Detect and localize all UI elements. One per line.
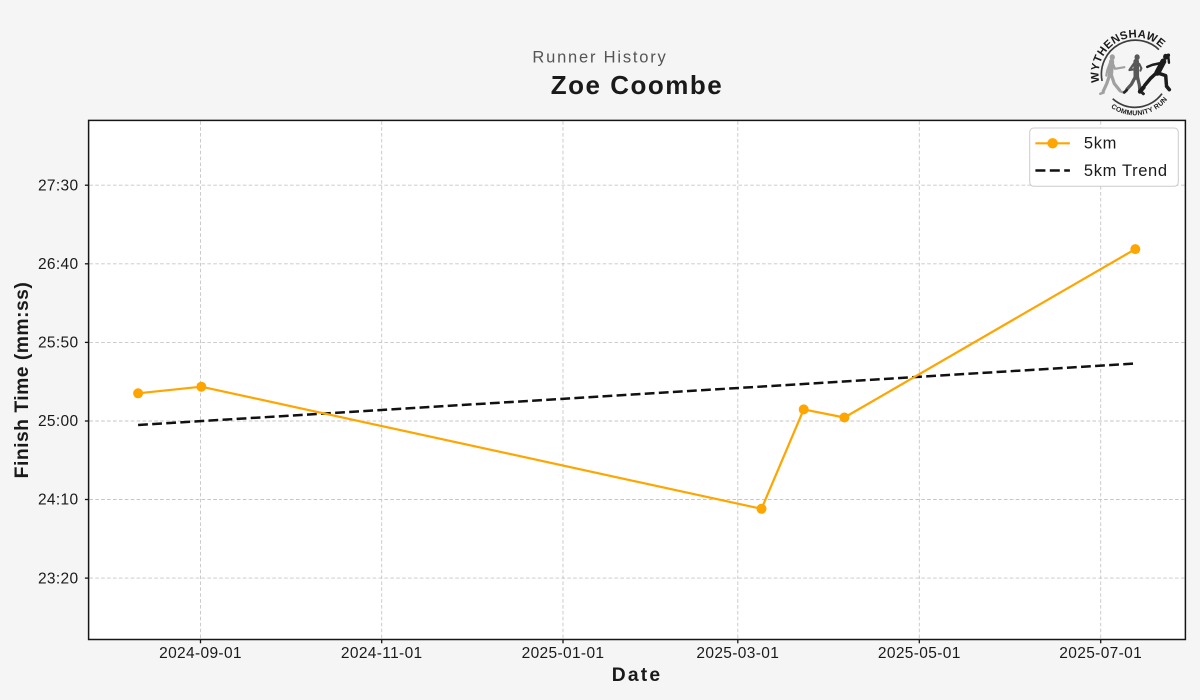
svg-text:25:50: 25:50: [38, 335, 79, 352]
svg-text:2024-11-01: 2024-11-01: [341, 645, 423, 662]
svg-text:26:40: 26:40: [38, 256, 79, 273]
svg-text:2025-03-01: 2025-03-01: [696, 645, 779, 662]
svg-text:2025-07-01: 2025-07-01: [1059, 645, 1142, 662]
svg-text:Zoe Coombe: Zoe Coombe: [551, 70, 723, 100]
svg-text:Date: Date: [612, 665, 663, 686]
svg-text:2025-05-01: 2025-05-01: [878, 645, 961, 662]
svg-text:5km Trend: 5km Trend: [1084, 162, 1168, 180]
svg-text:24:10: 24:10: [38, 492, 79, 509]
svg-text:25:00: 25:00: [38, 413, 79, 430]
svg-text:23:20: 23:20: [38, 570, 79, 587]
svg-text:2025-01-01: 2025-01-01: [522, 645, 605, 662]
svg-text:5km: 5km: [1084, 135, 1117, 153]
svg-text:Finish Time (mm:ss): Finish Time (mm:ss): [12, 282, 33, 479]
svg-text:27:30: 27:30: [38, 177, 79, 194]
svg-text:Runner History: Runner History: [532, 48, 667, 66]
svg-text:2024-09-01: 2024-09-01: [159, 645, 242, 662]
